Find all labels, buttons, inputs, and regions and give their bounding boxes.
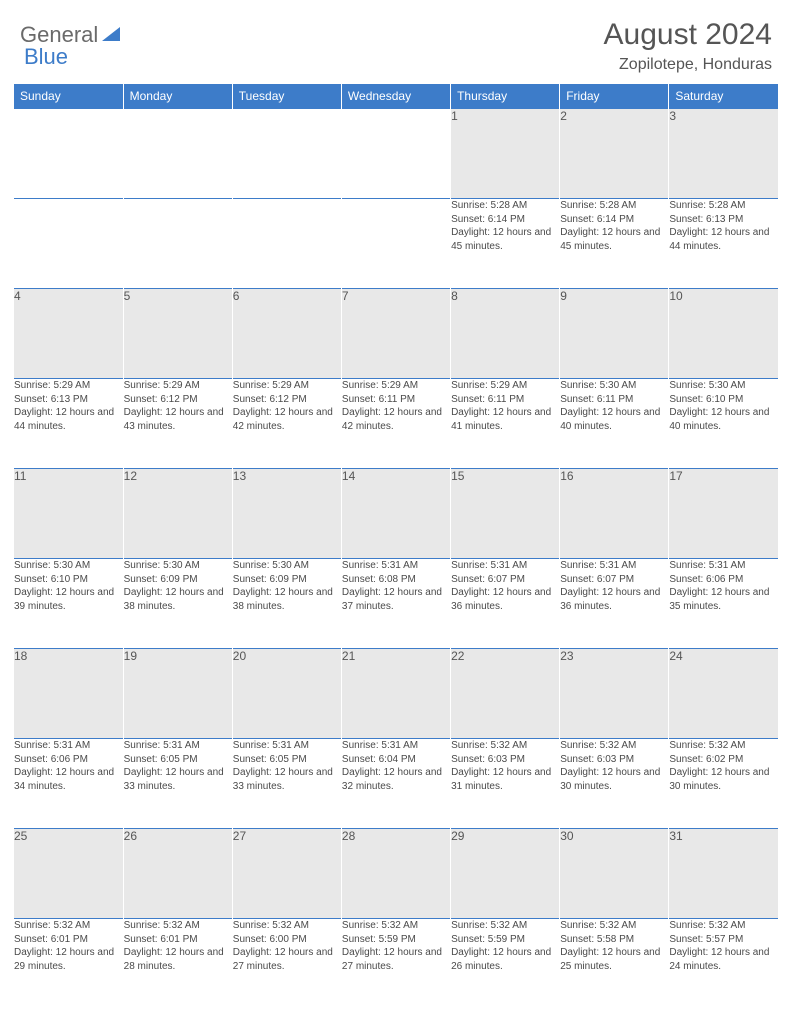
day-content-row: Sunrise: 5:32 AMSunset: 6:01 PMDaylight:… bbox=[14, 919, 778, 1009]
day-number-cell bbox=[123, 109, 232, 199]
day-number-cell: 23 bbox=[560, 649, 669, 739]
location: Zopilotepe, Honduras bbox=[604, 56, 772, 74]
day-number-cell: 9 bbox=[560, 289, 669, 379]
day-number-cell: 21 bbox=[341, 649, 450, 739]
day-number-cell: 24 bbox=[669, 649, 778, 739]
day-content-cell: Sunrise: 5:31 AMSunset: 6:05 PMDaylight:… bbox=[232, 739, 341, 829]
day-content-row: Sunrise: 5:30 AMSunset: 6:10 PMDaylight:… bbox=[14, 559, 778, 649]
day-content-cell: Sunrise: 5:32 AMSunset: 5:59 PMDaylight:… bbox=[451, 919, 560, 1009]
day-number-cell: 1 bbox=[451, 109, 560, 199]
day-number-cell: 31 bbox=[669, 829, 778, 919]
day-content-cell: Sunrise: 5:31 AMSunset: 6:06 PMDaylight:… bbox=[14, 739, 123, 829]
day-number-cell: 3 bbox=[669, 109, 778, 199]
day-content-cell: Sunrise: 5:31 AMSunset: 6:06 PMDaylight:… bbox=[669, 559, 778, 649]
day-content-cell: Sunrise: 5:31 AMSunset: 6:05 PMDaylight:… bbox=[123, 739, 232, 829]
day-content-cell: Sunrise: 5:28 AMSunset: 6:14 PMDaylight:… bbox=[451, 199, 560, 289]
day-content-cell: Sunrise: 5:30 AMSunset: 6:10 PMDaylight:… bbox=[669, 379, 778, 469]
day-number-cell: 28 bbox=[341, 829, 450, 919]
day-number-cell bbox=[14, 109, 123, 199]
day-content-cell: Sunrise: 5:32 AMSunset: 6:03 PMDaylight:… bbox=[560, 739, 669, 829]
triangle-icon bbox=[102, 25, 124, 46]
day-content-row: Sunrise: 5:31 AMSunset: 6:06 PMDaylight:… bbox=[14, 739, 778, 829]
title-block: August 2024 Zopilotepe, Honduras bbox=[604, 18, 772, 74]
day-number-cell: 14 bbox=[341, 469, 450, 559]
day-number-row: 11121314151617 bbox=[14, 469, 778, 559]
day-number-cell: 5 bbox=[123, 289, 232, 379]
weekday-header: Friday bbox=[560, 84, 669, 109]
day-number-row: 123 bbox=[14, 109, 778, 199]
day-content-cell: Sunrise: 5:29 AMSunset: 6:11 PMDaylight:… bbox=[341, 379, 450, 469]
day-content-cell: Sunrise: 5:31 AMSunset: 6:07 PMDaylight:… bbox=[560, 559, 669, 649]
day-content-row: Sunrise: 5:28 AMSunset: 6:14 PMDaylight:… bbox=[14, 199, 778, 289]
day-number-cell: 13 bbox=[232, 469, 341, 559]
day-number-cell: 8 bbox=[451, 289, 560, 379]
day-number-cell: 11 bbox=[14, 469, 123, 559]
day-number-cell: 7 bbox=[341, 289, 450, 379]
calendar-page: General August 2024 Zopilotepe, Honduras… bbox=[0, 0, 792, 1023]
day-content-cell: Sunrise: 5:32 AMSunset: 6:01 PMDaylight:… bbox=[14, 919, 123, 1009]
month-title: August 2024 bbox=[604, 18, 772, 52]
weekday-header: Saturday bbox=[669, 84, 778, 109]
day-content-cell: Sunrise: 5:31 AMSunset: 6:07 PMDaylight:… bbox=[451, 559, 560, 649]
day-content-cell: Sunrise: 5:28 AMSunset: 6:14 PMDaylight:… bbox=[560, 199, 669, 289]
day-content-cell: Sunrise: 5:32 AMSunset: 6:01 PMDaylight:… bbox=[123, 919, 232, 1009]
day-number-cell: 16 bbox=[560, 469, 669, 559]
day-content-cell: Sunrise: 5:32 AMSunset: 6:00 PMDaylight:… bbox=[232, 919, 341, 1009]
day-number-cell: 18 bbox=[14, 649, 123, 739]
day-content-cell: Sunrise: 5:29 AMSunset: 6:12 PMDaylight:… bbox=[123, 379, 232, 469]
day-content-cell: Sunrise: 5:29 AMSunset: 6:12 PMDaylight:… bbox=[232, 379, 341, 469]
day-content-cell bbox=[123, 199, 232, 289]
day-content-cell bbox=[341, 199, 450, 289]
weekday-header-row: SundayMondayTuesdayWednesdayThursdayFrid… bbox=[14, 84, 778, 109]
day-number-cell: 25 bbox=[14, 829, 123, 919]
day-number-cell: 26 bbox=[123, 829, 232, 919]
day-number-row: 25262728293031 bbox=[14, 829, 778, 919]
day-content-cell: Sunrise: 5:30 AMSunset: 6:09 PMDaylight:… bbox=[123, 559, 232, 649]
day-content-cell: Sunrise: 5:29 AMSunset: 6:11 PMDaylight:… bbox=[451, 379, 560, 469]
header: General August 2024 Zopilotepe, Honduras bbox=[14, 18, 778, 84]
day-number-cell: 27 bbox=[232, 829, 341, 919]
day-number-cell: 6 bbox=[232, 289, 341, 379]
day-content-row: Sunrise: 5:29 AMSunset: 6:13 PMDaylight:… bbox=[14, 379, 778, 469]
weekday-header: Wednesday bbox=[341, 84, 450, 109]
day-number-cell: 4 bbox=[14, 289, 123, 379]
logo-text-blue: Blue bbox=[24, 44, 68, 69]
day-number-cell: 22 bbox=[451, 649, 560, 739]
logo-blue-wrap: Blue bbox=[24, 44, 68, 70]
day-content-cell: Sunrise: 5:31 AMSunset: 6:08 PMDaylight:… bbox=[341, 559, 450, 649]
day-content-cell: Sunrise: 5:30 AMSunset: 6:10 PMDaylight:… bbox=[14, 559, 123, 649]
day-content-cell bbox=[14, 199, 123, 289]
day-number-cell: 2 bbox=[560, 109, 669, 199]
day-number-row: 45678910 bbox=[14, 289, 778, 379]
day-number-cell: 30 bbox=[560, 829, 669, 919]
day-number-row: 18192021222324 bbox=[14, 649, 778, 739]
day-content-cell: Sunrise: 5:32 AMSunset: 5:59 PMDaylight:… bbox=[341, 919, 450, 1009]
day-number-cell: 20 bbox=[232, 649, 341, 739]
day-content-cell: Sunrise: 5:28 AMSunset: 6:13 PMDaylight:… bbox=[669, 199, 778, 289]
day-number-cell bbox=[232, 109, 341, 199]
day-content-cell bbox=[232, 199, 341, 289]
day-content-cell: Sunrise: 5:30 AMSunset: 6:09 PMDaylight:… bbox=[232, 559, 341, 649]
day-content-cell: Sunrise: 5:29 AMSunset: 6:13 PMDaylight:… bbox=[14, 379, 123, 469]
day-content-cell: Sunrise: 5:31 AMSunset: 6:04 PMDaylight:… bbox=[341, 739, 450, 829]
day-number-cell: 29 bbox=[451, 829, 560, 919]
day-content-cell: Sunrise: 5:32 AMSunset: 6:03 PMDaylight:… bbox=[451, 739, 560, 829]
weekday-header: Sunday bbox=[14, 84, 123, 109]
weekday-header: Monday bbox=[123, 84, 232, 109]
weekday-header: Thursday bbox=[451, 84, 560, 109]
day-number-cell bbox=[341, 109, 450, 199]
day-number-cell: 17 bbox=[669, 469, 778, 559]
day-content-cell: Sunrise: 5:32 AMSunset: 5:57 PMDaylight:… bbox=[669, 919, 778, 1009]
weekday-header: Tuesday bbox=[232, 84, 341, 109]
day-number-cell: 15 bbox=[451, 469, 560, 559]
calendar-table: SundayMondayTuesdayWednesdayThursdayFrid… bbox=[14, 84, 778, 1009]
day-number-cell: 10 bbox=[669, 289, 778, 379]
day-content-cell: Sunrise: 5:32 AMSunset: 5:58 PMDaylight:… bbox=[560, 919, 669, 1009]
day-number-cell: 19 bbox=[123, 649, 232, 739]
day-number-cell: 12 bbox=[123, 469, 232, 559]
day-content-cell: Sunrise: 5:30 AMSunset: 6:11 PMDaylight:… bbox=[560, 379, 669, 469]
day-content-cell: Sunrise: 5:32 AMSunset: 6:02 PMDaylight:… bbox=[669, 739, 778, 829]
